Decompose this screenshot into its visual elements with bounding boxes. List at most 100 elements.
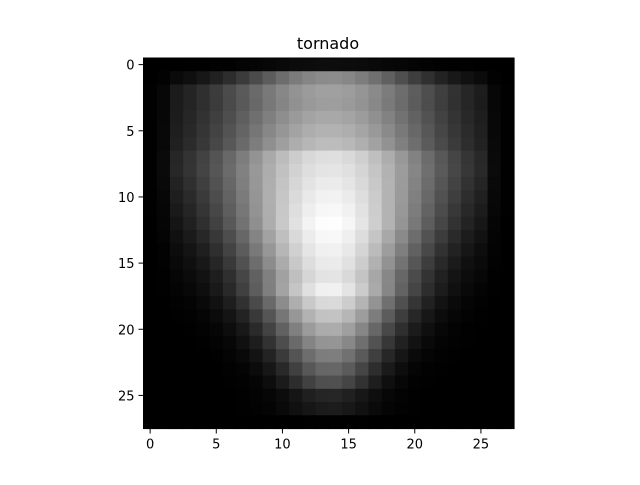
heatmap-cell xyxy=(368,309,383,324)
heatmap-cell xyxy=(368,349,383,363)
heatmap-cell xyxy=(421,203,436,218)
heatmap-cell xyxy=(381,243,396,258)
heatmap-cell xyxy=(143,150,158,165)
heatmap-cell xyxy=(143,282,158,297)
heatmap-cell xyxy=(328,97,343,112)
heatmap-cell xyxy=(262,375,277,390)
heatmap-cell xyxy=(500,230,515,244)
heatmap-cell xyxy=(368,322,383,337)
heatmap-cell xyxy=(421,216,436,231)
heatmap-cell xyxy=(447,402,462,416)
heatmap-cell xyxy=(447,163,462,178)
heatmap-cell xyxy=(394,97,409,112)
heatmap-cell xyxy=(474,296,489,311)
heatmap-cell xyxy=(434,97,449,112)
heatmap-cell xyxy=(275,415,290,430)
heatmap-cell xyxy=(328,137,343,152)
heatmap-cell xyxy=(461,402,475,416)
heatmap-cell xyxy=(461,230,475,244)
heatmap-cell xyxy=(408,84,422,99)
heatmap-cell xyxy=(487,137,502,152)
heatmap-cell xyxy=(236,137,250,152)
heatmap-cell xyxy=(249,296,264,311)
heatmap-cell xyxy=(408,150,422,165)
heatmap-cell xyxy=(262,296,277,311)
heatmap-cell xyxy=(289,349,303,363)
heatmap-cell xyxy=(236,97,250,112)
heatmap-cell xyxy=(169,402,184,416)
heatmap-cell xyxy=(487,203,502,218)
heatmap-cell xyxy=(289,71,303,86)
heatmap-cell xyxy=(461,243,475,258)
heatmap-cell xyxy=(156,402,171,416)
heatmap-cell xyxy=(447,124,462,138)
heatmap-cell xyxy=(328,335,343,350)
heatmap-cell xyxy=(156,124,171,138)
heatmap-cell xyxy=(236,230,250,244)
heatmap-cell xyxy=(262,190,277,205)
heatmap-cell xyxy=(461,190,475,205)
heatmap-cell xyxy=(275,269,290,284)
heatmap-cell xyxy=(394,137,409,152)
heatmap-cell xyxy=(262,322,277,337)
heatmap-cell xyxy=(341,216,356,231)
x-tick-label: 5 xyxy=(212,438,220,453)
heatmap-cell xyxy=(169,203,184,218)
heatmap-cell xyxy=(487,269,502,284)
heatmap-cell xyxy=(381,97,396,112)
heatmap-cell xyxy=(275,203,290,218)
heatmap-cell xyxy=(222,362,237,377)
heatmap-cell xyxy=(289,415,303,430)
heatmap-cell xyxy=(143,137,158,152)
heatmap-cell xyxy=(381,296,396,311)
heatmap-cell xyxy=(275,243,290,258)
heatmap-cell xyxy=(302,322,317,337)
heatmap-cell xyxy=(474,349,489,363)
heatmap-cell xyxy=(236,203,250,218)
heatmap-cell xyxy=(289,216,303,231)
heatmap-cell xyxy=(421,402,436,416)
heatmap-cell xyxy=(421,71,436,86)
heatmap-cell xyxy=(236,110,250,125)
heatmap-cell xyxy=(262,256,277,271)
heatmap-cell xyxy=(368,137,383,152)
heatmap-cell xyxy=(143,322,158,337)
heatmap-cell xyxy=(500,322,515,337)
heatmap-cell xyxy=(262,137,277,152)
heatmap-cell xyxy=(381,388,396,403)
heatmap-cell xyxy=(461,71,475,86)
heatmap-cell xyxy=(408,309,422,324)
heatmap-cell xyxy=(500,335,515,350)
heatmap-cell xyxy=(341,322,356,337)
heatmap-cell xyxy=(196,335,211,350)
heatmap-cell xyxy=(143,230,158,244)
heatmap-cell xyxy=(408,163,422,178)
heatmap-cell xyxy=(341,269,356,284)
heatmap-cell xyxy=(408,349,422,363)
heatmap-cell xyxy=(236,190,250,205)
heatmap-cell xyxy=(355,124,370,138)
heatmap-cell xyxy=(500,296,515,311)
heatmap-cell xyxy=(222,58,237,72)
heatmap-cell xyxy=(262,150,277,165)
heatmap-cell xyxy=(143,402,158,416)
heatmap-cell xyxy=(408,388,422,403)
heatmap-cell xyxy=(262,335,277,350)
heatmap-cell xyxy=(275,309,290,324)
heatmap-cell xyxy=(222,282,237,297)
heatmap-cell xyxy=(249,362,264,377)
heatmap-cell xyxy=(421,296,436,311)
heatmap-cell xyxy=(487,388,502,403)
heatmap-cell xyxy=(183,243,198,258)
heatmap-cell xyxy=(289,269,303,284)
heatmap-cell xyxy=(249,203,264,218)
heatmap-cell xyxy=(355,150,370,165)
heatmap-cell xyxy=(474,282,489,297)
heatmap-cell xyxy=(328,375,343,390)
heatmap-cell xyxy=(236,322,250,337)
heatmap-cell xyxy=(249,150,264,165)
heatmap-cell xyxy=(209,309,224,324)
heatmap-cell xyxy=(169,256,184,271)
heatmap-cell xyxy=(275,216,290,231)
